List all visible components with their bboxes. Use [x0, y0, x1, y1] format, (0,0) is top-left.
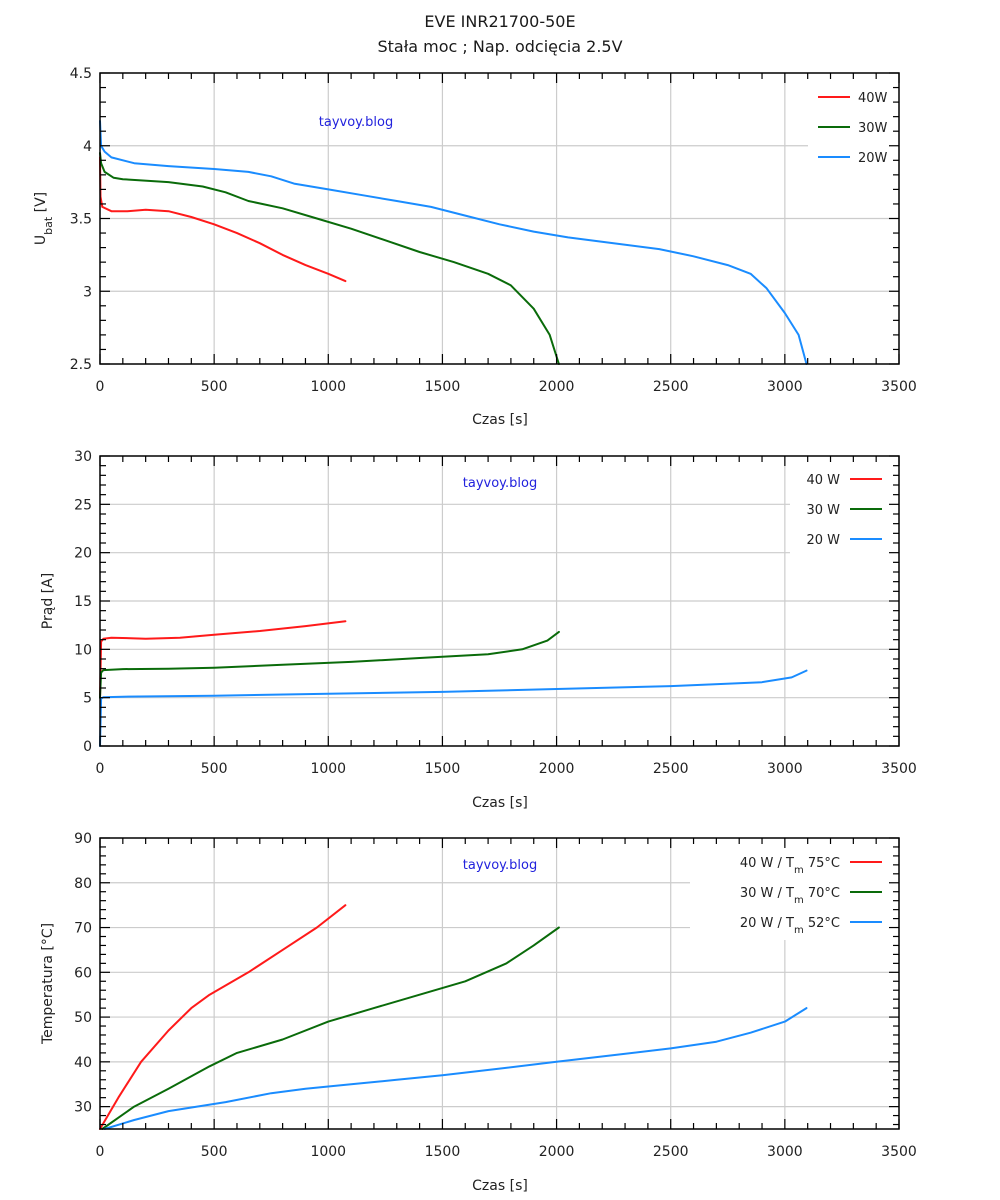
y-tick-label: 3 — [83, 284, 92, 300]
y-tick-label: 2.5 — [70, 357, 92, 373]
y-axis-label-unit: [V] — [33, 192, 49, 217]
y-tick-label: 60 — [74, 965, 92, 981]
legend-label-30-w: 30 W — [806, 503, 840, 518]
y-tick-label: 4.5 — [70, 66, 92, 82]
x-tick-label: 2500 — [653, 761, 689, 777]
legend-label-40w: 40W — [858, 91, 888, 106]
y-tick-label: 90 — [74, 831, 92, 847]
x-tick-label: 1000 — [310, 1144, 346, 1160]
x-tick-label: 3000 — [767, 761, 803, 777]
legend-label-subscript: m — [794, 865, 804, 876]
x-tick-label: 2500 — [653, 379, 689, 395]
watermark-text: tayvoy.blog — [463, 476, 537, 491]
x-tick-label: 3500 — [881, 379, 917, 395]
x-tick-label: 0 — [96, 761, 105, 777]
legend-label-30-w-t-m-70-c: 30 W / Tm 70°C — [740, 886, 840, 906]
legend-label-subscript: m — [794, 925, 804, 936]
x-tick-label: 500 — [201, 379, 228, 395]
y-tick-label: 20 — [74, 546, 92, 562]
x-tick-label: 3500 — [881, 761, 917, 777]
y-tick-label: 5 — [83, 691, 92, 707]
x-tick-label: 1500 — [425, 761, 461, 777]
x-tick-label: 0 — [96, 1144, 105, 1160]
y-tick-label: 15 — [74, 594, 92, 610]
series-line-20-w — [99, 669, 808, 747]
legend-label-main: 20 W / T — [740, 916, 794, 931]
x-tick-label: 1500 — [425, 1144, 461, 1160]
series-line-40-w — [99, 620, 347, 699]
y-axis-label: Ubat [V] — [33, 192, 55, 245]
x-tick-label: 2000 — [539, 379, 575, 395]
x-tick-label: 2000 — [539, 1144, 575, 1160]
legend-label-20-w: 20 W — [806, 533, 840, 548]
y-tick-label: 4 — [83, 139, 92, 155]
y-tick-label: 30 — [74, 1100, 92, 1116]
legend-label-main: 40 W / T — [740, 856, 794, 871]
x-tick-label: 2000 — [539, 761, 575, 777]
legend-label-subscript: m — [794, 895, 804, 906]
y-axis-label-main: U — [33, 235, 49, 245]
series-line-20-w-t-m-52-c — [103, 1007, 808, 1130]
legend-label-20-w-t-m-52-c: 20 W / Tm 52°C — [740, 916, 840, 936]
x-tick-label: 0 — [96, 379, 105, 395]
series-line-40-w-t-m-75-c — [99, 904, 347, 1130]
x-axis-label: Czas [s] — [472, 412, 528, 428]
y-tick-label: 3.5 — [70, 212, 92, 228]
y-tick-label: 40 — [74, 1055, 92, 1071]
chart-subtitle: Stała moc ; Nap. odcięcia 2.5V — [377, 37, 623, 56]
x-tick-label: 1500 — [425, 379, 461, 395]
x-axis-label: Czas [s] — [472, 1178, 528, 1194]
legend-label-tail: 75°C — [804, 856, 840, 871]
y-axis-label: Prąd [A] — [40, 573, 56, 629]
x-tick-label: 3500 — [881, 1144, 917, 1160]
chart-panel-3: 0 500 1000 1500 2000 2500 3000 3500 30 40 50 60 70 80… — [40, 831, 917, 1194]
y-axis-label-subscript: bat — [42, 216, 55, 235]
legend-label-tail: 70°C — [804, 886, 840, 901]
series-line-30w — [99, 152, 560, 365]
y-tick-label: 30 — [74, 449, 92, 465]
x-axis-label: Czas [s] — [472, 795, 528, 811]
x-tick-label: 500 — [201, 1144, 228, 1160]
x-tick-label: 3000 — [767, 1144, 803, 1160]
series-line-20w — [99, 120, 808, 365]
plot-frame — [99, 837, 900, 1130]
x-tick-label: 1000 — [310, 379, 346, 395]
y-tick-label: 0 — [83, 739, 92, 755]
y-tick-label: 80 — [74, 876, 92, 892]
y-axis-label: Temperatura [°C] — [40, 923, 56, 1045]
chart-panel-1: 0 500 1000 1500 2000 2500 3000 3500 2.5 3 3.5 4 4.5 C… — [33, 66, 917, 428]
y-tick-label: 50 — [74, 1010, 92, 1026]
x-tick-label: 1000 — [310, 761, 346, 777]
y-tick-label: 25 — [74, 497, 92, 513]
x-tick-label: 2500 — [653, 1144, 689, 1160]
legend-label-40-w-t-m-75-c: 40 W / Tm 75°C — [740, 856, 840, 876]
chart-panel-2: 0 500 1000 1500 2000 2500 3000 3500 0 5 10 15 20 25 30… — [40, 449, 917, 811]
legend-label-main: 30 W / T — [740, 886, 794, 901]
y-tick-label: 70 — [74, 921, 92, 937]
legend-label-20w: 20W — [858, 151, 888, 166]
watermark-text: tayvoy.blog — [463, 858, 537, 873]
x-tick-label: 3000 — [767, 379, 803, 395]
y-tick-label: 10 — [74, 642, 92, 658]
series-line-30-w — [99, 630, 560, 699]
legend-label-40-w: 40 W — [806, 473, 840, 488]
legend-label-30w: 30W — [858, 121, 888, 136]
series-line-30-w-t-m-70-c — [101, 926, 560, 1130]
series-line-40w — [99, 156, 347, 283]
watermark-text: tayvoy.blog — [319, 115, 393, 130]
chart-title: EVE INR21700-50E — [424, 12, 576, 31]
x-tick-label: 500 — [201, 761, 228, 777]
legend-label-tail: 52°C — [804, 916, 840, 931]
